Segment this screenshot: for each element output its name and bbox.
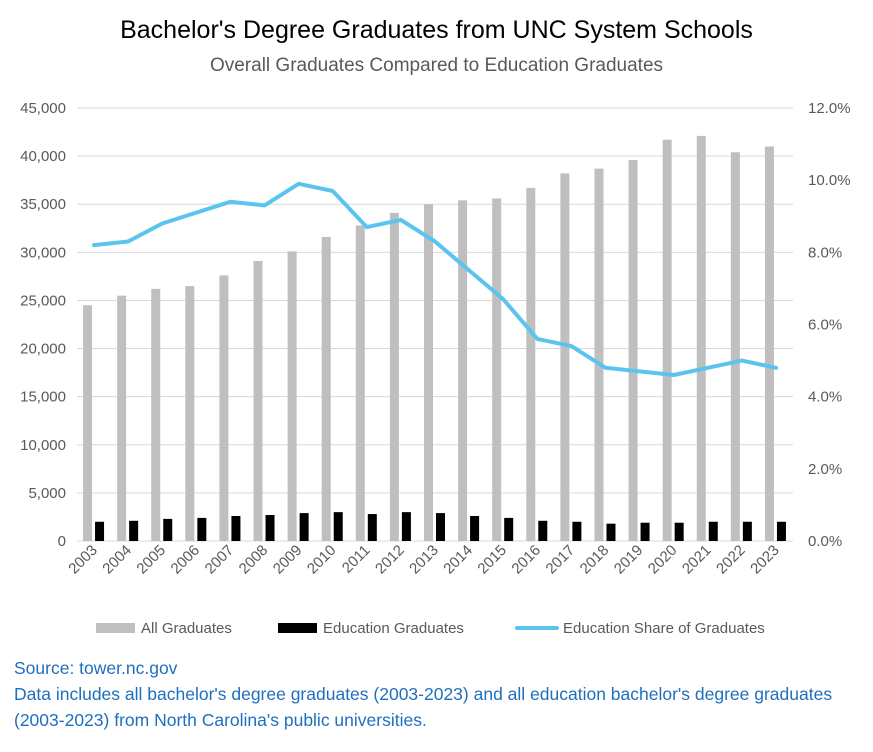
y-left-tick-label: 5,000 bbox=[28, 485, 66, 502]
axis-labels: 0 5,000 10,000 15,000 20,000 25,000 30,000 35,0… bbox=[20, 100, 850, 577]
bar-all-graduates bbox=[424, 204, 433, 541]
bar-all-graduates bbox=[117, 295, 127, 541]
bar-all-graduates bbox=[696, 135, 706, 541]
bar-education-graduates bbox=[163, 518, 173, 541]
x-tick-label: 2019 bbox=[611, 542, 647, 578]
y-right-tick-label: 10.0% bbox=[808, 172, 851, 189]
y-left-tick-label: 10,000 bbox=[20, 437, 66, 454]
chart-title: Bachelor's Degree Graduates from UNC Sys… bbox=[120, 16, 753, 44]
bar-all-graduates bbox=[253, 260, 263, 541]
legend-swatch-all-graduates bbox=[96, 623, 135, 633]
x-tick-label: 2017 bbox=[543, 542, 579, 578]
bar-education-graduates bbox=[129, 520, 139, 541]
y-right-tick-label: 2.0% bbox=[808, 461, 842, 478]
x-tick-label: 2012 bbox=[372, 542, 408, 578]
bar-education-graduates bbox=[367, 514, 377, 541]
x-tick-label: 2018 bbox=[577, 542, 613, 578]
y-left-tick-label: 20,000 bbox=[20, 341, 66, 358]
legend: All Graduates Education Graduates Educatio… bbox=[96, 620, 765, 637]
grid-lines bbox=[77, 107, 793, 542]
bar-education-graduates bbox=[504, 517, 514, 541]
bar-education-graduates bbox=[572, 521, 582, 541]
y-left-tick-label: 25,000 bbox=[20, 292, 66, 309]
line-education-share bbox=[92, 181, 778, 377]
bar-all-graduates bbox=[185, 286, 195, 541]
bar-education-graduates bbox=[606, 523, 616, 541]
bar-all-graduates bbox=[219, 275, 229, 541]
legend-label-education-graduates: Education Graduates bbox=[323, 620, 464, 637]
x-tick-label: 2015 bbox=[474, 542, 510, 578]
legend-label-education-share: Education Share of Graduates bbox=[563, 620, 765, 637]
x-tick-label: 2006 bbox=[168, 542, 204, 578]
x-tick-label: 2011 bbox=[339, 542, 374, 577]
x-tick-label: 2004 bbox=[99, 542, 135, 578]
bar-education-graduates bbox=[197, 517, 207, 541]
bar-education-graduates bbox=[742, 521, 752, 541]
bar-all-graduates bbox=[730, 152, 740, 542]
x-tick-label: 2003 bbox=[65, 542, 101, 578]
bar-education-graduates bbox=[708, 521, 718, 541]
bar-education-graduates bbox=[333, 512, 343, 541]
line-series bbox=[92, 181, 778, 377]
bar-education-graduates bbox=[231, 515, 241, 541]
y-right-tick-label: 0.0% bbox=[808, 533, 842, 550]
bar-all-graduates bbox=[287, 251, 297, 542]
x-tick-label: 2010 bbox=[304, 542, 340, 578]
bar-all-graduates bbox=[594, 168, 604, 541]
bar-all-graduates bbox=[389, 212, 399, 542]
y-left-tick-label: 45,000 bbox=[20, 100, 66, 117]
bar-all-graduates bbox=[764, 146, 774, 541]
x-tick-label: 2013 bbox=[406, 542, 442, 578]
legend-label-all-graduates: All Graduates bbox=[141, 620, 232, 637]
chart-subtitle: Overall Graduates Compared to Education … bbox=[209, 55, 664, 76]
bar-all-graduates bbox=[492, 198, 502, 541]
x-tick-label: 2005 bbox=[133, 542, 169, 578]
bar-all-graduates bbox=[151, 288, 161, 541]
bar-all-graduates bbox=[83, 305, 93, 541]
bar-education-graduates bbox=[401, 512, 411, 541]
bar-education-graduates bbox=[640, 522, 650, 541]
bar-all-graduates bbox=[355, 225, 365, 541]
bar-education-graduates bbox=[299, 513, 309, 541]
y-right-tick-label: 6.0% bbox=[808, 317, 842, 334]
y-right-tick-label: 12.0% bbox=[808, 100, 851, 117]
y-left-tick-label: 15,000 bbox=[20, 389, 66, 406]
legend-swatch-education-graduates bbox=[278, 623, 317, 633]
bar-series bbox=[83, 135, 786, 542]
description-note: Data includes all bachelor's degree grad… bbox=[14, 684, 833, 730]
x-tick-label: 2008 bbox=[236, 542, 272, 578]
y-right-tick-label: 4.0% bbox=[808, 389, 842, 406]
bar-education-graduates bbox=[436, 513, 445, 541]
x-tick-label: 2023 bbox=[747, 542, 783, 578]
bar-education-graduates bbox=[95, 521, 105, 541]
bar-education-graduates bbox=[265, 515, 275, 541]
bar-education-graduates bbox=[776, 521, 786, 541]
x-tick-label: 2021 bbox=[679, 542, 715, 578]
bar-all-graduates bbox=[628, 159, 638, 541]
bar-all-graduates bbox=[560, 173, 570, 542]
bar-education-graduates bbox=[470, 515, 480, 541]
bar-all-graduates bbox=[526, 187, 536, 541]
chart-plot: 0 5,000 10,000 15,000 20,000 25,000 30,000 35,0… bbox=[20, 100, 850, 637]
source-note: Source: tower.nc.gov bbox=[14, 658, 178, 678]
bar-education-graduates bbox=[674, 522, 684, 541]
bar-all-graduates bbox=[458, 200, 468, 541]
x-tick-label: 2007 bbox=[202, 542, 238, 578]
y-left-tick-label: 30,000 bbox=[20, 244, 66, 261]
x-tick-label: 2014 bbox=[440, 542, 476, 578]
y-left-tick-label: 35,000 bbox=[20, 196, 66, 213]
x-tick-label: 2009 bbox=[270, 542, 306, 578]
y-left-tick-label: 40,000 bbox=[20, 148, 66, 165]
x-tick-label: 2022 bbox=[713, 542, 749, 578]
y-right-tick-label: 8.0% bbox=[808, 244, 842, 261]
x-tick-label: 2016 bbox=[508, 542, 544, 578]
x-tick-label: 2020 bbox=[645, 542, 681, 578]
bar-education-graduates bbox=[538, 520, 548, 541]
y-left-tick-label: 0 bbox=[58, 533, 66, 550]
bar-all-graduates bbox=[662, 139, 672, 541]
bar-all-graduates bbox=[321, 236, 331, 541]
